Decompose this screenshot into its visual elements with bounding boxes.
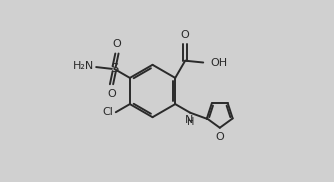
Text: O: O <box>181 30 189 40</box>
Text: H₂N: H₂N <box>73 61 95 71</box>
Text: N: N <box>184 115 193 125</box>
Text: OH: OH <box>210 58 227 68</box>
Text: O: O <box>113 39 121 49</box>
Text: O: O <box>107 89 116 99</box>
Text: O: O <box>216 132 224 142</box>
Text: Cl: Cl <box>102 107 113 117</box>
Text: S: S <box>110 62 119 75</box>
Text: H: H <box>187 117 195 127</box>
